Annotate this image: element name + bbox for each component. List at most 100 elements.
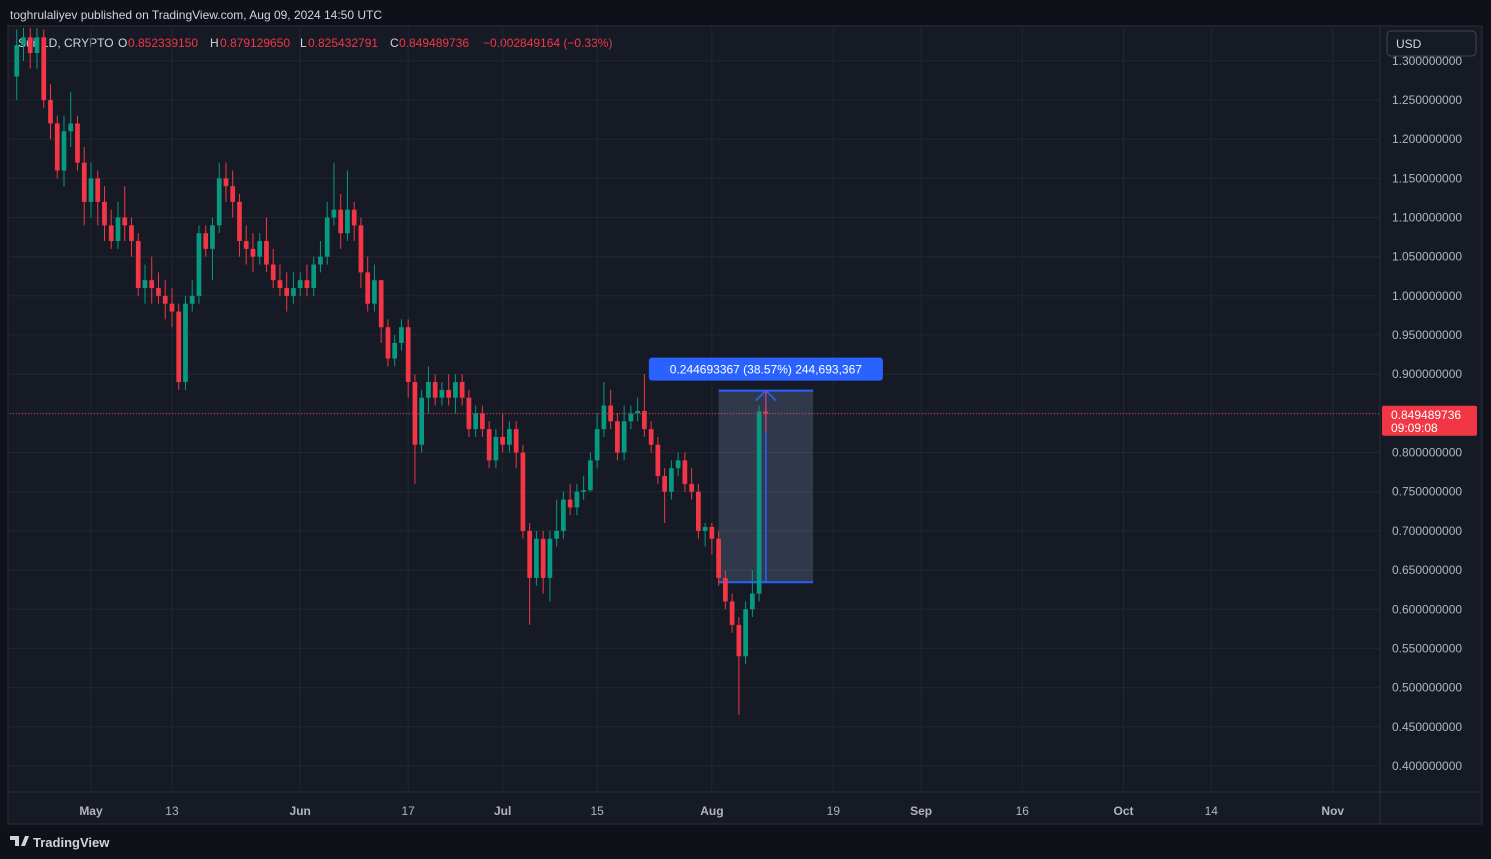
legend-high: 0.879129650 xyxy=(220,36,290,50)
plot xyxy=(10,28,1380,716)
candle-body xyxy=(426,382,431,398)
candle-body xyxy=(399,327,404,343)
last-price-tag xyxy=(1382,405,1477,436)
x-tick-label: Nov xyxy=(1321,804,1344,818)
y-tick-label: 1.300000000 xyxy=(1392,54,1462,68)
y-tick-label: 0.800000000 xyxy=(1392,446,1462,460)
candle-body xyxy=(561,499,566,531)
candle-body xyxy=(513,429,519,453)
candle-body xyxy=(601,405,607,430)
candle-body xyxy=(27,37,33,53)
measure-label: 0.244693367 (38.57%) 244,693,367 xyxy=(670,363,862,377)
brand-name: TradingView xyxy=(33,835,110,850)
x-tick-label: 14 xyxy=(1205,804,1219,818)
x-tick-label: Jul xyxy=(494,804,511,818)
candle-body xyxy=(129,225,134,242)
candle-body xyxy=(81,162,87,202)
y-tick-label: 0.650000000 xyxy=(1392,563,1462,577)
candle-body xyxy=(534,538,539,578)
candle-body xyxy=(669,468,674,492)
x-tick-label: Jun xyxy=(290,804,311,818)
candle-body xyxy=(736,624,742,657)
candle-body xyxy=(486,429,492,461)
candle-body xyxy=(277,280,283,289)
y-tick-label: 0.450000000 xyxy=(1392,720,1462,734)
candle-body xyxy=(108,225,114,242)
y-tick-label: 0.400000000 xyxy=(1392,759,1462,773)
y-tick-label: 0.750000000 xyxy=(1392,485,1462,499)
candle-body xyxy=(372,280,377,304)
candle-body xyxy=(581,490,587,492)
candle-body xyxy=(493,436,499,461)
candle-body xyxy=(439,389,445,398)
candle-body xyxy=(297,280,303,289)
x-tick-label: Sep xyxy=(910,804,932,818)
candle-body xyxy=(716,538,721,578)
candle-body xyxy=(230,186,236,202)
candle-body xyxy=(574,491,580,508)
candle-body xyxy=(480,413,485,430)
candle-body xyxy=(142,280,148,289)
x-tick-label: 15 xyxy=(590,804,604,818)
candle-body xyxy=(662,476,667,492)
candle-body xyxy=(203,233,209,249)
y-tick-label: 0.950000000 xyxy=(1392,328,1462,342)
candle-body xyxy=(115,217,121,242)
candle-body xyxy=(702,526,708,531)
currency[interactable]: USD xyxy=(1396,37,1422,51)
candle-body xyxy=(122,217,128,226)
y-tick-label: 0.900000000 xyxy=(1392,367,1462,381)
candle-body xyxy=(48,100,53,124)
candle-body xyxy=(594,429,600,461)
candle-body xyxy=(507,429,512,445)
candle-body xyxy=(311,264,317,289)
candle-body xyxy=(453,382,458,398)
candle-body xyxy=(264,241,269,265)
candle-body xyxy=(210,225,215,249)
candle-body xyxy=(588,460,593,491)
brand-logo xyxy=(10,836,29,846)
legend-low: 0.825432791 xyxy=(308,36,378,50)
legend-c: C xyxy=(390,36,399,50)
candle-body xyxy=(405,327,411,383)
candle-body xyxy=(270,264,276,281)
candle-body xyxy=(520,452,526,531)
axes: 0.400000000 0.450000000 0.500000000 0.55000… xyxy=(8,26,1482,824)
candle-body xyxy=(763,411,769,414)
candle-body xyxy=(709,526,715,539)
candle-body xyxy=(291,288,296,296)
candle-body xyxy=(412,382,418,445)
candle-body xyxy=(216,178,222,226)
candle-body xyxy=(88,178,94,202)
candle-body xyxy=(635,411,640,414)
y-tick-label: 0.700000000 xyxy=(1392,524,1462,538)
legend-change: −0.002849164 (−0.33%) xyxy=(483,36,612,50)
candle-body xyxy=(68,123,74,132)
x-tick-label: May xyxy=(79,804,103,818)
candle-body xyxy=(547,538,553,578)
candle-body xyxy=(675,460,681,469)
legend-open: 0.852339150 xyxy=(128,36,198,50)
candle-body xyxy=(34,37,40,53)
candle-body xyxy=(54,123,60,171)
x-tick-label: 19 xyxy=(827,804,841,818)
candle-body xyxy=(189,295,195,304)
candle-body xyxy=(385,327,391,359)
candle-body xyxy=(351,209,357,226)
y-tick-label: 0.600000000 xyxy=(1392,602,1462,616)
candle-body xyxy=(473,413,479,430)
candle-body xyxy=(75,123,80,163)
candle-body xyxy=(21,37,26,46)
legend-o: O xyxy=(118,36,127,50)
candle-body xyxy=(102,201,107,226)
brand: TradingView xyxy=(10,835,110,850)
y-tick-label: 1.000000000 xyxy=(1392,289,1462,303)
candle-body xyxy=(723,577,728,602)
currency-button[interactable] xyxy=(1386,30,1477,57)
x-tick-label: 13 xyxy=(165,804,179,818)
candle-body xyxy=(237,201,242,242)
published-note: toghrulaliyev published on TradingView.c… xyxy=(10,8,382,22)
candle-body xyxy=(95,178,101,202)
